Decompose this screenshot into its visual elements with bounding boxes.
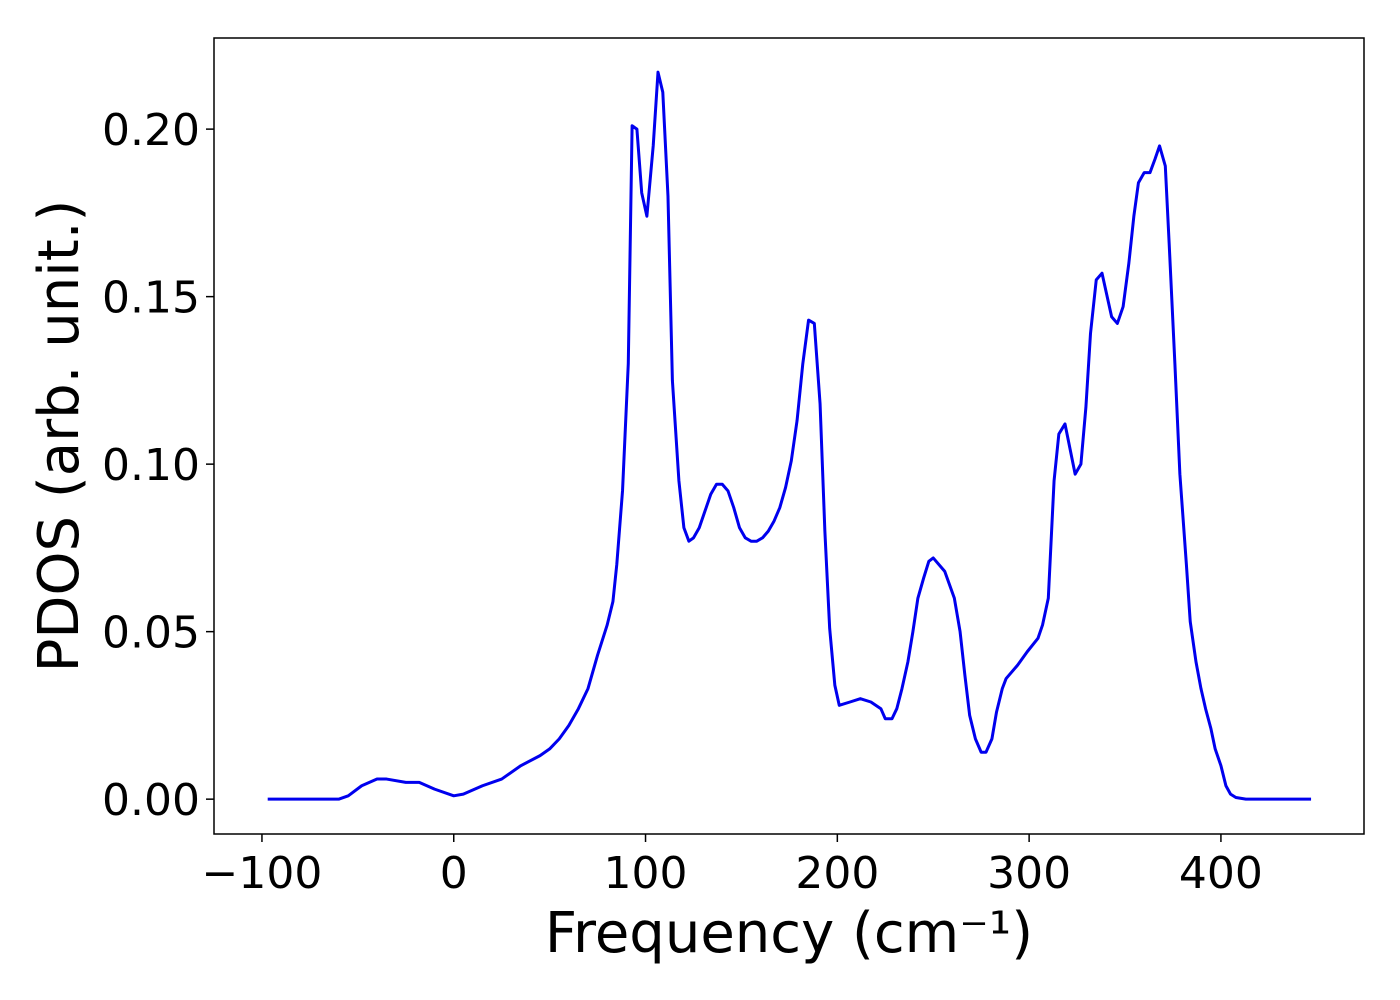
x-axis-label: Frequency (cm⁻¹) — [545, 901, 1033, 966]
y-tick-label: 0.05 — [102, 608, 200, 659]
y-tick-label: 0.10 — [102, 440, 200, 491]
x-tick-label: 0 — [440, 848, 468, 899]
y-tick-label: 0.00 — [102, 775, 200, 826]
x-tick-label: 300 — [987, 848, 1071, 899]
plot-frame — [213, 37, 1365, 835]
y-tick-label: 0.20 — [102, 105, 200, 156]
y-axis-label: PDOS (arb. unit.) — [27, 200, 92, 673]
x-tick-label: 200 — [795, 848, 879, 899]
x-tick-label: 400 — [1179, 848, 1263, 899]
y-tick-label: 0.15 — [102, 273, 200, 324]
data-line — [267, 70, 1312, 801]
x-tick-label: 100 — [604, 848, 688, 899]
x-tick-label: −100 — [202, 848, 323, 899]
